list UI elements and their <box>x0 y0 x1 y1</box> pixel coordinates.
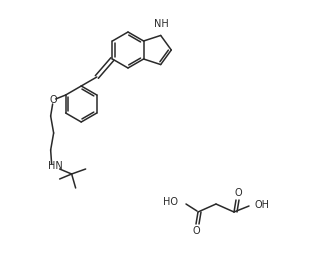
Text: NH: NH <box>154 20 169 30</box>
Text: HN: HN <box>48 161 63 171</box>
Text: OH: OH <box>255 200 270 210</box>
Text: O: O <box>50 95 57 105</box>
Text: HO: HO <box>163 197 178 207</box>
Text: O: O <box>234 188 242 198</box>
Text: O: O <box>192 226 200 236</box>
